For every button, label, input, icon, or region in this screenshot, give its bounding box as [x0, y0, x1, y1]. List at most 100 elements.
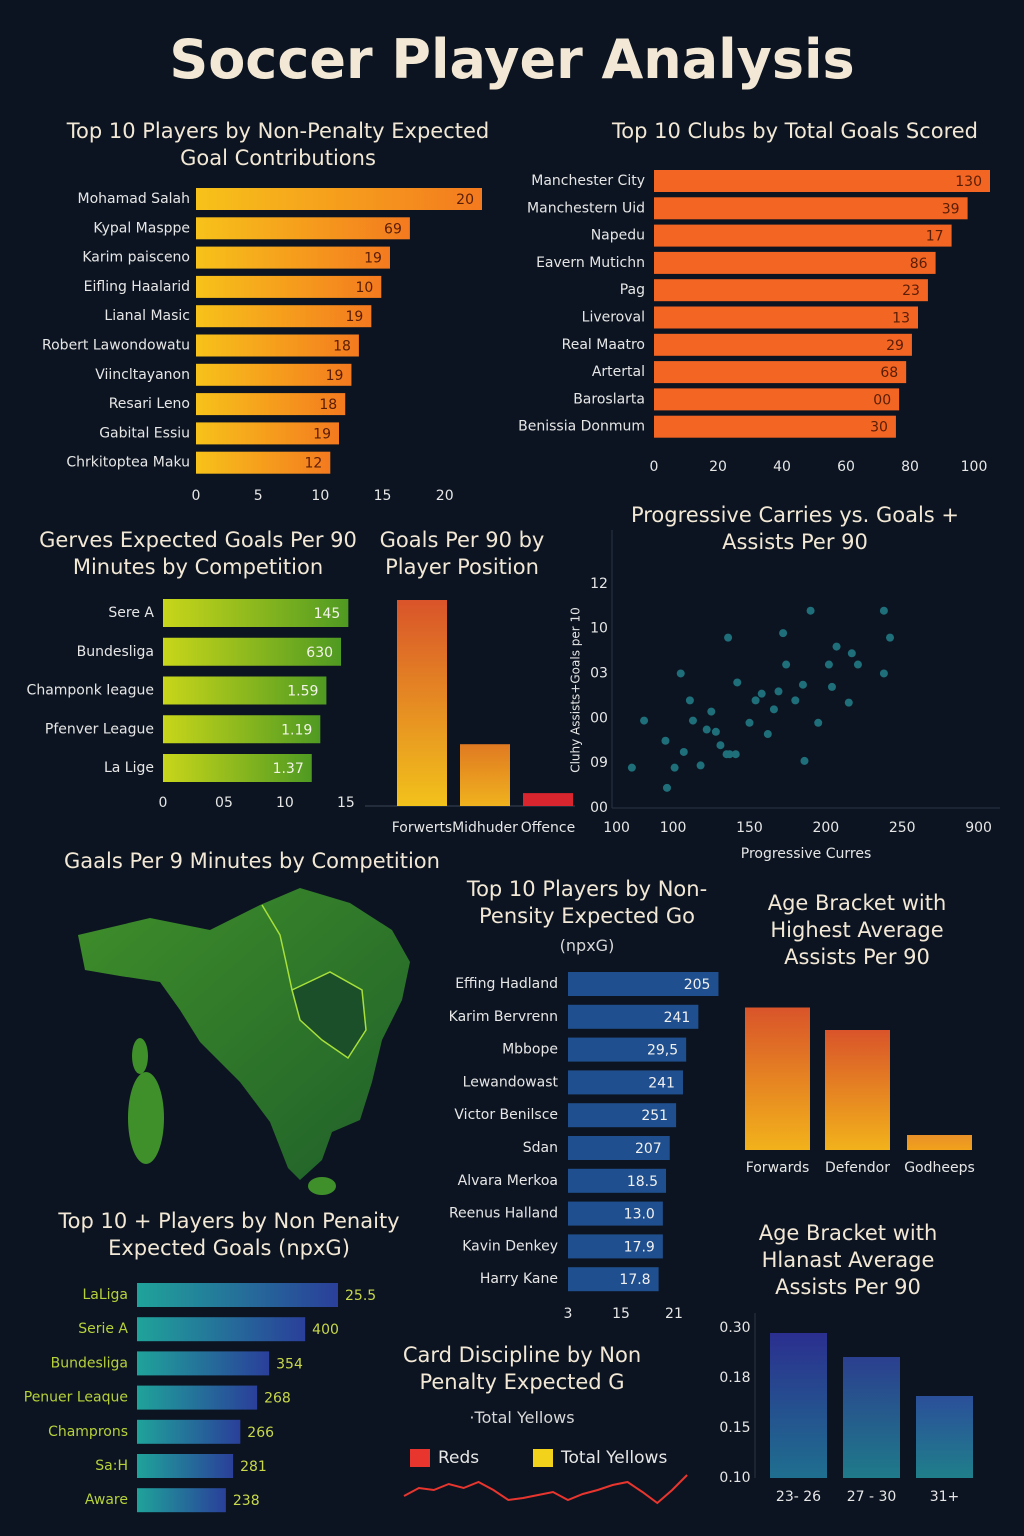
category-label: Midhuder — [452, 820, 518, 836]
chart-title: Age Bracket with Highest Average Assists… — [767, 891, 947, 969]
bar — [196, 305, 372, 328]
bar-text: 281 — [240, 1459, 267, 1475]
point — [725, 750, 734, 759]
bar — [654, 333, 912, 356]
x-tick-label: 21 — [665, 1306, 683, 1322]
category-label: Chrkitoptea Maku — [66, 455, 190, 471]
category-label: Victor Benilsce — [454, 1107, 558, 1123]
bar-text: 268 — [264, 1391, 291, 1407]
category-label: Penuer Leaque — [24, 1390, 128, 1406]
x-tick-label: 200 — [812, 820, 839, 836]
chart-title: Top 10 + Players by Non Penaity Expected… — [58, 1209, 400, 1260]
point — [798, 680, 807, 689]
point — [662, 783, 671, 792]
category-label: Manchester City — [531, 173, 645, 189]
bar — [654, 388, 900, 411]
bar — [196, 363, 352, 386]
category-label: Sdan — [523, 1140, 558, 1156]
chart-title: Top 10 Players by Non-Pensity Expected G… — [466, 877, 708, 928]
x-tick-label: 60 — [837, 459, 855, 475]
point — [814, 718, 823, 727]
point — [763, 730, 772, 739]
category-label: Forwards — [746, 1160, 810, 1176]
map-island — [132, 1038, 148, 1074]
bar-text: 17 — [926, 229, 944, 245]
x-tick-label: 3 — [564, 1306, 573, 1322]
category-label: Serie A — [78, 1321, 128, 1337]
line — [403, 1474, 688, 1505]
y-tick-label: 12 — [590, 576, 608, 592]
point — [844, 698, 853, 707]
bar-text: 19 — [326, 368, 344, 384]
point — [879, 606, 888, 615]
y-axis-label: Cluhy Assists+Goals per 10 — [569, 607, 583, 773]
chart-title: Top 10 Clubs by Total Goals Scored — [611, 119, 978, 143]
category-label: Manchestern Uid — [527, 200, 645, 216]
category-label: Pag — [620, 282, 645, 298]
bar-text: 25.5 — [345, 1288, 376, 1304]
bar — [654, 251, 936, 274]
category-label: Liveroval — [582, 310, 645, 326]
category-label: Aware — [85, 1492, 128, 1508]
bar — [137, 1283, 338, 1307]
legend-swatch — [410, 1449, 430, 1467]
y-tick-label: 03 — [590, 665, 608, 681]
point — [688, 716, 697, 725]
bar — [137, 1488, 226, 1513]
category-label: Mohamad Salah — [78, 191, 190, 207]
point — [711, 727, 720, 736]
bar — [163, 715, 321, 744]
map-island — [308, 1177, 336, 1195]
x-tick-label: 40 — [773, 459, 791, 475]
point — [806, 606, 815, 615]
point — [627, 763, 636, 772]
category-label: Benissia Donmum — [518, 419, 645, 435]
bar — [745, 1007, 810, 1150]
bar — [137, 1351, 270, 1376]
legend-label: Reds — [438, 1448, 479, 1468]
y-tick-label: 0.15 — [719, 1420, 750, 1436]
bar — [196, 334, 359, 357]
bar — [654, 197, 968, 220]
category-label: 27 - 30 — [847, 1489, 897, 1505]
category-label: La Lige — [104, 760, 154, 776]
bar — [568, 1267, 659, 1292]
bar — [568, 1136, 670, 1160]
point — [782, 660, 791, 669]
bar — [163, 637, 342, 666]
point — [685, 696, 694, 705]
x-tick-label: 100 — [961, 459, 988, 475]
point — [751, 696, 760, 705]
category-label: 23- 26 — [776, 1489, 821, 1505]
bar — [568, 1201, 663, 1226]
bar-text: 30 — [870, 420, 888, 436]
point — [707, 707, 716, 716]
point — [800, 756, 809, 765]
chart-title: Gerves Expected Goals Per 90 Minutes by … — [39, 528, 357, 579]
x-tick-label: 05 — [215, 795, 233, 811]
bar-text: 1.19 — [281, 722, 312, 738]
point — [702, 725, 711, 734]
bar — [196, 451, 331, 474]
category-label: Baroslarta — [573, 391, 645, 407]
point — [824, 660, 833, 669]
category-label: 31+ — [930, 1489, 960, 1505]
bar — [825, 1030, 890, 1150]
bar-text: 18 — [333, 339, 351, 355]
point — [847, 649, 856, 658]
x-tick-label: 5 — [254, 488, 263, 504]
bar — [196, 393, 346, 416]
point — [879, 669, 888, 678]
bar-text: 145 — [314, 606, 341, 622]
bar — [163, 754, 312, 782]
bar-text: 1.59 — [287, 684, 318, 700]
x-tick-label: 250 — [889, 820, 916, 836]
point — [757, 689, 766, 698]
y-tick-label: 0.10 — [719, 1470, 750, 1486]
bar-text: 69 — [384, 221, 402, 237]
x-tick-label: 15 — [374, 488, 392, 504]
bar-text: 19 — [364, 251, 382, 267]
bar — [916, 1396, 973, 1478]
category-label: Pfenver League — [45, 721, 154, 737]
chart-subtitle: ·Total Yellows — [469, 1408, 575, 1427]
